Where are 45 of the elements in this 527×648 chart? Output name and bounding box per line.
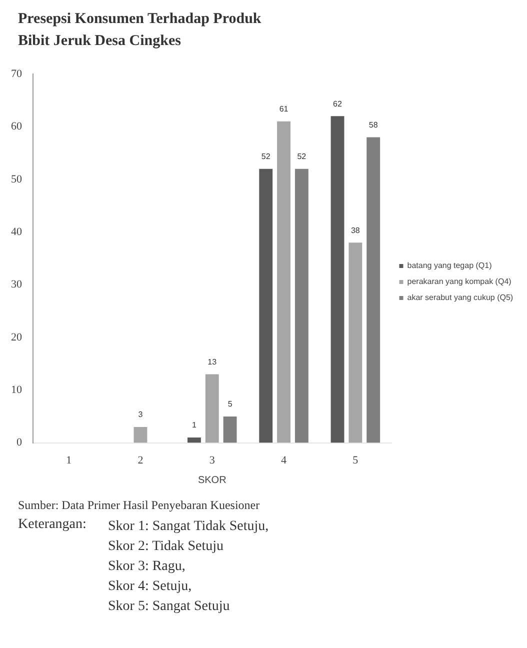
bar [259,168,273,443]
x-tick-label: 1 [66,454,72,466]
bar [223,416,237,443]
chart-title: Presepsi Konsumen Terhadap Produk Bibit Jeruk Desa Cingkes [18,10,262,51]
data-label: 13 [208,358,218,367]
x-tick-label: 3 [209,454,216,466]
text: Skor 5: Sangat Setuju [108,598,231,616]
bar [205,374,219,443]
y-tick-label: 70 [11,68,22,80]
data-label: 3 [138,410,144,420]
legend-label: akar serabut yang cukup (Q5) [407,293,514,302]
text: Skor 3: Ragu, [108,558,186,576]
data-label: 38 [350,226,360,235]
x-tick-label: 4 [281,454,288,466]
y-tick-label: 60 [11,120,22,133]
y-tick-label: 50 [11,173,22,186]
data-label: 1 [192,420,197,430]
data-label: 5 [228,400,233,409]
x-tick-label: 2 [138,454,144,466]
data-label: 58 [368,120,378,130]
data-label: 52 [261,152,271,162]
bar [294,168,308,443]
y-tick-label: 0 [16,436,22,449]
legend-label: perakaran yang kompak (Q4) [407,277,512,286]
bar [134,426,148,443]
bar [366,137,380,443]
y-tick-label: 10 [11,384,22,396]
bar [277,121,290,443]
bar [348,242,362,443]
data-label: 62 [333,99,343,108]
text: Sumber: Data Primer Hasil Penyebaran Kuesioner [18,498,261,513]
y-tick-label: 20 [11,331,22,344]
y-tick-label: 30 [11,278,22,291]
text: Skor 1: Sangat Tidak Setuju, [108,518,269,536]
data-label: 61 [279,104,289,114]
text: Skor 4: Setuju, [108,578,193,596]
x-tick-label: 5 [352,454,359,466]
data-label: 52 [297,152,307,162]
text: Skor 2: Tidak Setuju [108,538,225,556]
y-tick-label: 40 [11,226,22,238]
x-axis-title: SKOR [198,474,226,486]
text: Keterangan: [18,517,88,534]
bar [187,438,201,443]
bar [330,116,344,443]
legend-label: batang yang tegap (Q1) [407,261,492,270]
